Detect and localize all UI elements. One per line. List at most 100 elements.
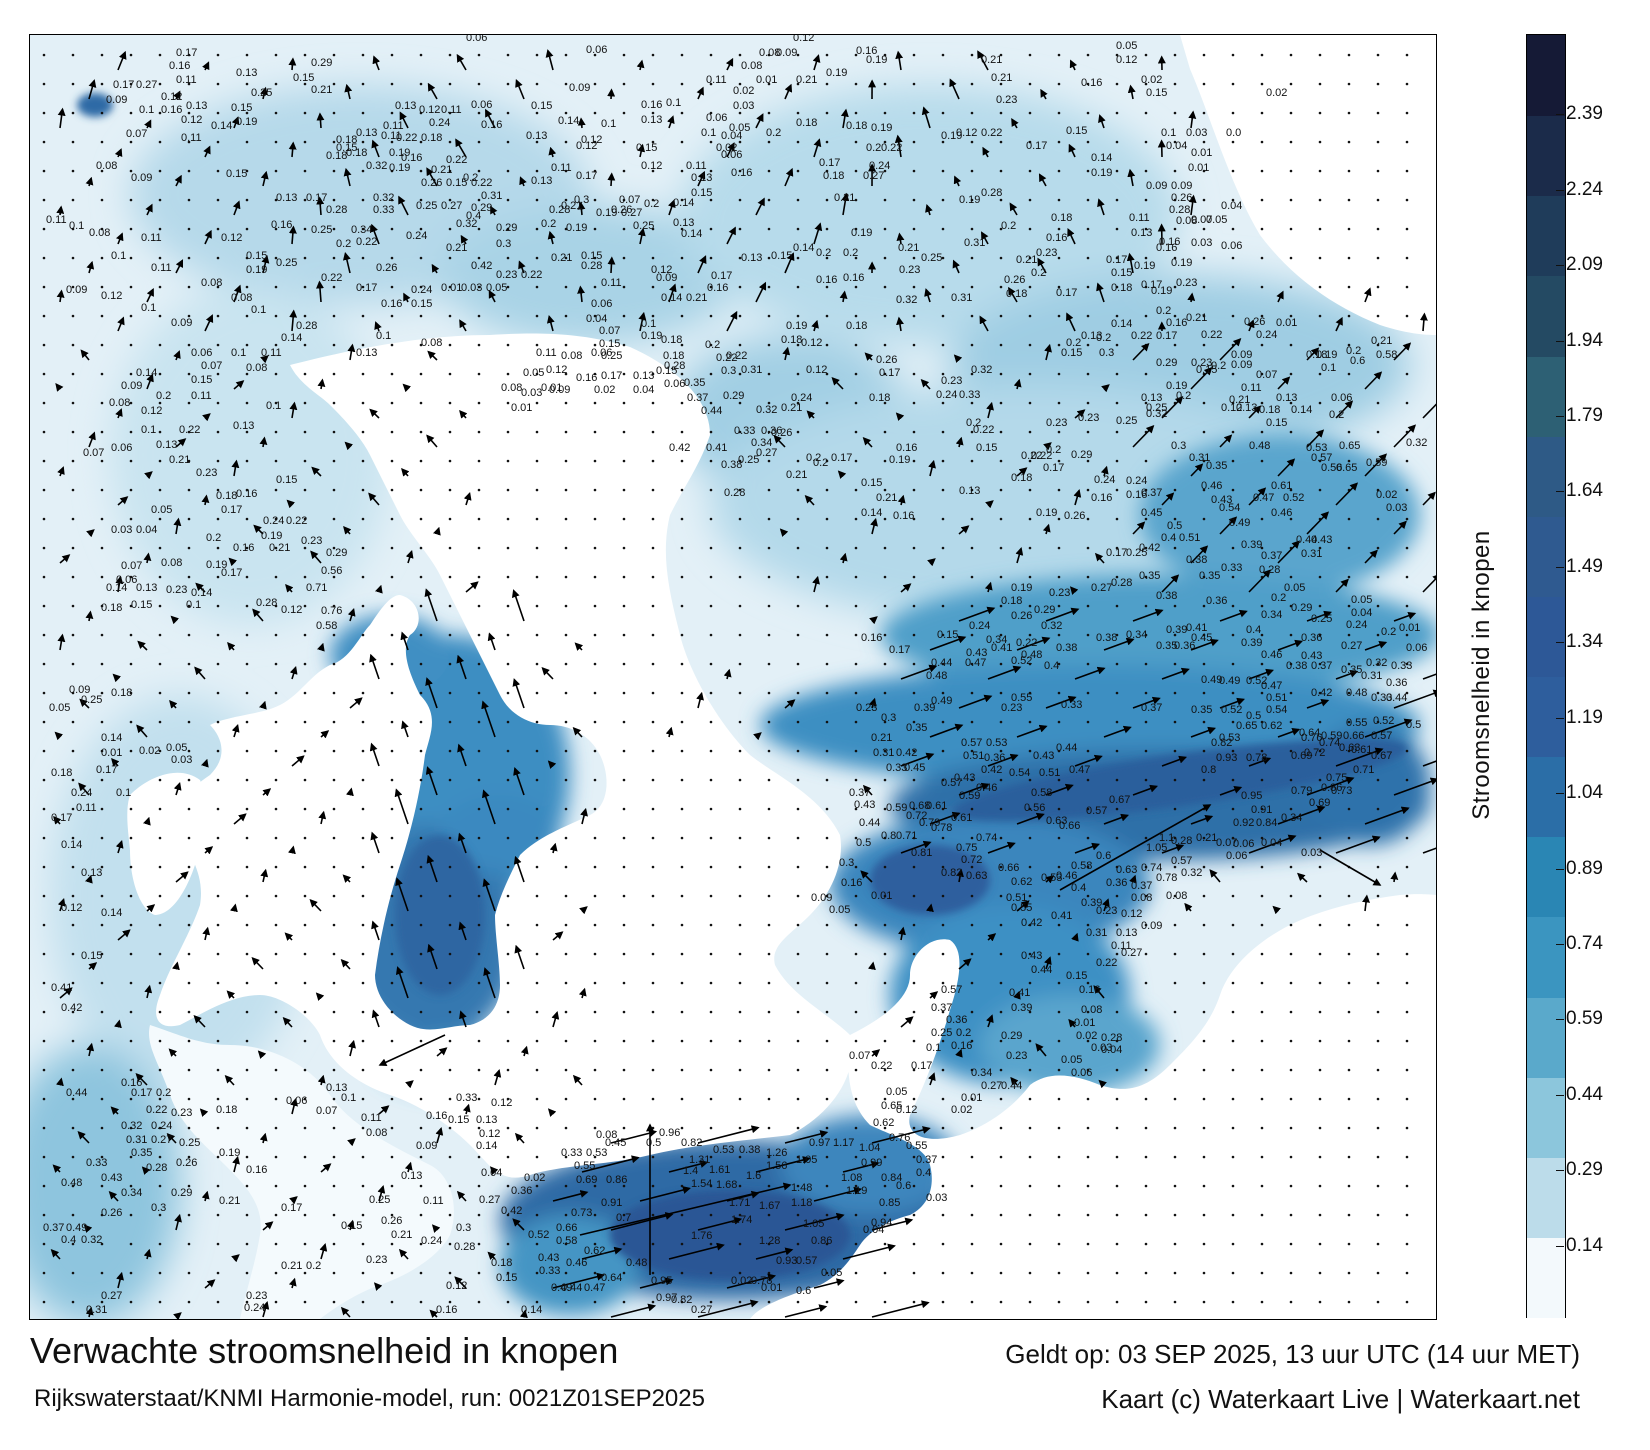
grid-dot [622, 981, 626, 985]
current-arrow [755, 1247, 794, 1260]
grid-dot [71, 227, 75, 231]
grid-dot [506, 662, 510, 666]
colorbar-tick-mark [1556, 793, 1564, 795]
grid-dot [274, 430, 278, 434]
current-arrow [580, 807, 588, 825]
speed-label: 0.14 [136, 367, 157, 379]
current-arrow [1161, 843, 1185, 854]
grid-dot [825, 1126, 829, 1130]
speed-label: 0.5 [1406, 719, 1421, 731]
grid-dot [738, 1271, 742, 1275]
grid-dot [42, 807, 46, 811]
current-arrow [231, 459, 240, 477]
current-arrow [1045, 875, 1055, 884]
grid-dot [1173, 778, 1177, 782]
speed-label: 0.61 [926, 800, 947, 812]
current-arrow [175, 438, 187, 448]
grid-dot [941, 1097, 945, 1101]
speed-label: 0.29 [1001, 1030, 1022, 1042]
grid-dot [767, 836, 771, 840]
grid-dot [1347, 227, 1351, 231]
grid-dot [767, 198, 771, 202]
grid-dot [854, 662, 858, 666]
speed-label: 0.01 [511, 402, 532, 414]
current-arrow [427, 350, 438, 361]
grid-dot [1028, 314, 1032, 318]
current-arrow [224, 1075, 235, 1086]
speed-label: 0.16 [1126, 489, 1147, 501]
grid-dot [274, 343, 278, 347]
current-arrow [953, 354, 963, 364]
grid-dot [477, 430, 481, 434]
colorbar-tick-mark [1556, 717, 1564, 719]
current-arrow [315, 280, 324, 303]
grid-dot [187, 981, 191, 985]
current-arrow [175, 259, 184, 274]
speed-label: 0.18 [796, 117, 817, 129]
grid-dot [1144, 1126, 1148, 1130]
speed-label: 0.35 [131, 1147, 152, 1159]
speed-label: 0.21 [169, 454, 190, 466]
grid-dot [274, 256, 278, 260]
speed-label: 0.22 [1031, 450, 1052, 462]
speed-label: 0.58 [316, 620, 337, 632]
speed-label: 0.31 [741, 364, 762, 376]
speed-label: 0.21 [311, 84, 332, 96]
colorbar-tick-label: 0.89 [1566, 857, 1603, 879]
grid-dot [274, 633, 278, 637]
current-arrow [315, 992, 325, 1002]
current-arrow [784, 1130, 829, 1144]
speed-label: 0.84 [881, 1172, 902, 1184]
current-arrow [320, 730, 330, 739]
current-arrow [1069, 586, 1079, 595]
grid-dot [1173, 111, 1177, 115]
grid-dot [274, 1068, 278, 1072]
grid-dot [187, 488, 191, 492]
grid-dot [129, 1184, 133, 1188]
grid-dot [738, 343, 742, 347]
grid-dot [1318, 53, 1322, 57]
current-arrow [1010, 1076, 1019, 1086]
grid-dot [506, 1271, 510, 1275]
grid-dot [1260, 256, 1264, 260]
speed-label: 0.27 [621, 207, 642, 219]
grid-dot [1057, 517, 1061, 521]
grid-dot [912, 401, 916, 405]
speed-label: 0.12 [581, 134, 602, 146]
speed-label: 0.2 [866, 142, 881, 154]
speed-label: 0.23 [1191, 357, 1212, 369]
grid-dot [390, 459, 394, 463]
grid-dot [767, 952, 771, 956]
grid-dot [448, 952, 452, 956]
grid-dot [1028, 1068, 1032, 1072]
grid-dot [651, 227, 655, 231]
speed-label: 0.47 [965, 657, 986, 669]
speed-label: 0.07 [1216, 837, 1237, 849]
grid-dot [680, 256, 684, 260]
speed-label: 0.34 [751, 437, 772, 449]
speed-label: 0.02 [951, 1104, 972, 1116]
grid-dot [477, 285, 481, 289]
grid-dot [999, 82, 1003, 86]
grid-dot [1057, 1155, 1061, 1159]
grid-dot [651, 1155, 655, 1159]
grid-dot [738, 314, 742, 318]
grid-dot [941, 1039, 945, 1043]
grid-dot [332, 778, 336, 782]
current-arrow [373, 1282, 383, 1291]
speed-label: 0.49 [66, 1222, 87, 1234]
speed-label: 0.04 [863, 1224, 884, 1236]
current-arrow [284, 932, 294, 941]
current-arrow [427, 82, 438, 100]
current-arrow [1306, 511, 1330, 535]
grid-dot [1086, 314, 1090, 318]
current-arrow [375, 584, 383, 594]
grid-dot [71, 633, 75, 637]
current-arrow [928, 459, 936, 477]
grid-dot [390, 836, 394, 840]
grid-dot [390, 111, 394, 115]
current-arrow [958, 958, 972, 970]
grid-dot [825, 807, 829, 811]
grid-dot [970, 430, 974, 434]
speed-label: 0.43 [954, 772, 975, 784]
